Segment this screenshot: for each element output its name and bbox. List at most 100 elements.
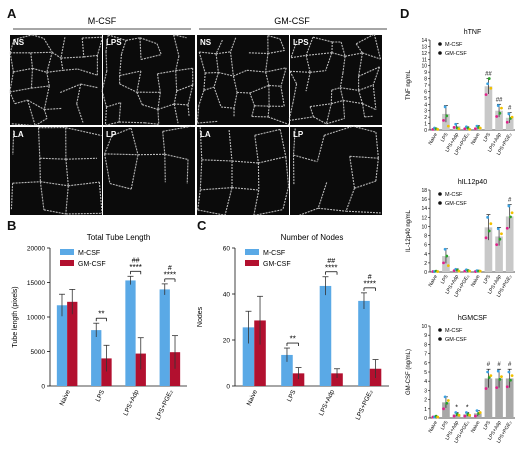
legend-marker [438,201,442,205]
replicate-dot [452,126,456,129]
x-tick-label: LPS [440,419,450,431]
tile-label: NS [200,38,212,47]
significance-hash: # [168,265,172,272]
significance-hash: ## [485,72,492,78]
micrograph-background [290,127,382,215]
y-tick-label: 10 [421,64,427,70]
replicate-dot [495,115,499,118]
y-tick-label: 3 [424,109,427,115]
y-tick-label: 40 [223,292,231,299]
replicate-dot [486,215,490,219]
tube-network [196,35,290,126]
replicate-dot [463,127,467,131]
replicate-dot [436,127,440,131]
tile-label: LA [13,130,24,139]
micrograph-tile: LA [197,127,290,215]
panel-d-letter: D [400,6,410,21]
significance-stars: * [466,404,469,411]
x-tick-label: Naive [427,420,439,434]
y-tick-label: 11 [422,57,427,63]
y-tick-label: 8 [424,342,427,348]
replicate-dot [496,104,500,107]
legend-label: GM-CSF [78,261,106,268]
significance-hash: ## [132,257,140,264]
replicate-dot [468,413,471,417]
bar [505,216,514,272]
replicate-dot [463,414,467,418]
replicate-dot [505,120,509,124]
significance-stars: * [455,404,458,411]
tube-network [197,127,290,215]
replicate-dot [443,247,447,251]
legend-swatch [245,249,259,255]
hil12p40-chart: hIL12p40 0 2 4 6 8 10 12 14 16 18 IL-12p40 ng/mL Nai… [406,179,515,299]
bar [442,402,450,418]
replicate-dot [452,414,456,418]
tile-label: LPS [106,38,122,47]
y-tick-label: 6 [424,361,427,367]
tile-label: LP [106,130,117,139]
replicate-dot [505,385,509,389]
micrograph-tile: LA [10,127,103,215]
y-tick-label: 1 [424,122,427,128]
x-tick-label: LPS [482,419,492,431]
replicate-dot [507,204,511,208]
bar [484,227,493,272]
legend-label: M-CSF [445,328,463,334]
y-tick-label: 5 [424,370,427,376]
bar [292,373,305,386]
bar [169,352,181,386]
micrograph-background [10,35,102,125]
bar [358,300,370,386]
x-tick-label: Naive [427,132,439,146]
bar [125,280,136,386]
significance-stars: ** [98,310,104,319]
replicate-dot [486,82,490,86]
replicate-dot [498,237,502,241]
y-tick-label: 2 [424,261,427,267]
legend-label: M-CSF [78,250,100,257]
replicate-dot [445,401,449,405]
legend-swatch [245,260,259,266]
legend-label: GM-CSF [445,337,467,343]
replicate-dot [509,378,512,382]
x-tick-label: LPS [482,273,492,285]
bar [254,320,266,386]
x-tick-label: Naive [246,389,260,407]
replicate-dot [496,227,500,231]
bar [101,358,112,386]
legend-swatch [60,249,74,255]
replicate-dot [446,399,450,402]
chart-title: Total Tube Length [87,233,151,242]
significance-hash: # [487,362,491,368]
x-tick-label: Naive [427,274,439,288]
replicate-dot [484,93,488,97]
legend-label: M-CSF [445,42,463,48]
panel-a-letter: A [7,6,17,21]
micrograph-tile: LPS [288,33,382,125]
replicate-dot [464,411,468,414]
tube-network [9,34,104,127]
y-tick-label: 1 [424,407,427,413]
y-tick-label: 60 [223,246,231,253]
significance-hash: # [497,362,501,368]
y-tick-label: 6 [424,89,427,95]
y-axis-label: Nodes [197,306,204,327]
replicate-dot [442,118,445,122]
bar [505,378,514,418]
significance-hash: ## [496,97,503,103]
replicate-dot [510,211,514,215]
replicate-dot [442,407,445,411]
chart-title: hIL12p40 [458,179,487,186]
significance-stars: **** [164,270,176,279]
replicate-dot [446,124,450,128]
y-tick-label: 4 [424,379,427,385]
y-axis-label: Tube length (pixels) [12,286,19,347]
bar [331,373,343,386]
replicate-dot [487,376,491,379]
x-tick-label: Naive [470,420,482,434]
replicate-dot [500,106,503,110]
legend-label: GM-CSF [263,261,291,268]
